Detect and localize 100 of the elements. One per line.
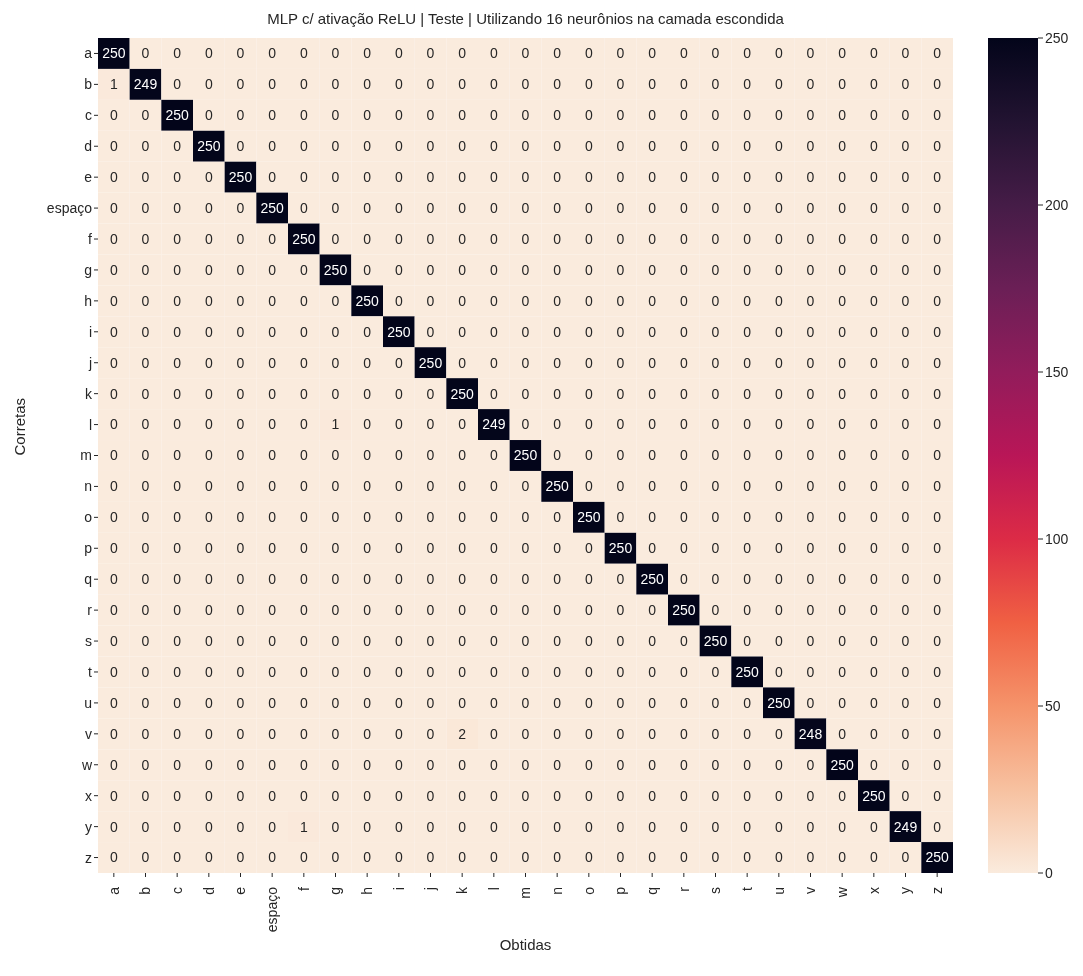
data-label: 0 [141,138,150,155]
data-label: 0 [299,45,308,62]
data-label: 0 [616,230,625,247]
y-tick-label: x [85,787,92,804]
data-label: 0 [743,447,752,464]
data-label: 0 [743,478,752,495]
data-label: 0 [521,571,530,588]
data-label: 0 [331,787,340,804]
data-label: 0 [648,230,657,247]
data-label: 250 [418,354,443,371]
data-label: 0 [458,107,467,124]
data-label: 0 [109,725,118,742]
data-label: 2 [458,725,467,742]
data-label: 0 [363,632,372,649]
data-label: 0 [838,323,847,340]
data-label: 0 [711,756,720,773]
data-label: 0 [268,107,277,124]
data-label: 0 [743,107,752,124]
data-label: 0 [584,756,593,773]
data-label: 0 [394,107,403,124]
data-label: 0 [774,199,783,216]
data-label: 0 [933,478,942,495]
data-label: 0 [331,725,340,742]
data-label: 0 [458,818,467,835]
data-label: 0 [173,199,182,216]
data-label: 248 [798,725,823,742]
data-label: 0 [299,107,308,124]
data-label: 0 [458,602,467,619]
data-label: 0 [268,292,277,309]
data-label: 0 [521,76,530,93]
data-label: 0 [204,509,213,526]
data-label: 0 [553,818,562,835]
data-label: 0 [489,756,498,773]
data-label: 0 [489,540,498,557]
color-bar-label: 250 [1045,29,1069,46]
data-label: 0 [489,663,498,680]
data-label: 0 [458,45,467,62]
data-label: 0 [901,292,910,309]
data-label: 0 [236,416,245,433]
data-label: 0 [394,447,403,464]
data-label: 0 [426,199,435,216]
data-label: 0 [648,261,657,278]
data-label: 0 [204,694,213,711]
data-label: 0 [331,138,340,155]
data-label: 0 [521,292,530,309]
data-label: 0 [204,571,213,588]
data-label: 0 [743,199,752,216]
data-label: 0 [426,602,435,619]
data-label: 0 [489,509,498,526]
data-label: 0 [933,76,942,93]
data-label: 0 [521,45,530,62]
data-label: 0 [363,323,372,340]
data-label: 0 [933,138,942,155]
data-label: 0 [331,199,340,216]
data-label: 0 [616,138,625,155]
data-label: 0 [553,230,562,247]
data-label: 249 [482,416,506,433]
data-label: 0 [426,725,435,742]
data-label: 0 [426,107,435,124]
data-label: 0 [806,663,815,680]
data-label: 0 [458,199,467,216]
data-label: 0 [268,725,277,742]
data-label: 0 [458,632,467,649]
data-label: 0 [363,571,372,588]
data-label: 0 [774,323,783,340]
data-label: 0 [426,447,435,464]
data-label: 0 [141,447,150,464]
data-label: 0 [204,292,213,309]
data-label: 0 [711,230,720,247]
data-label: 0 [838,292,847,309]
data-label: 250 [355,292,380,309]
x-tick-label: n [549,887,566,895]
data-label: 0 [774,509,783,526]
data-label: 0 [679,787,688,804]
data-label: 0 [521,694,530,711]
data-label: 0 [679,725,688,742]
data-label: 0 [489,107,498,124]
data-label: 0 [521,725,530,742]
data-label: 0 [521,385,530,402]
data-label: 0 [584,447,593,464]
data-label: 0 [553,571,562,588]
data-label: 0 [869,849,878,866]
data-label: 0 [711,509,720,526]
data-label: 0 [553,602,562,619]
data-label: 0 [679,447,688,464]
data-label: 0 [616,756,625,773]
data-label: 0 [489,447,498,464]
x-tick-label: espaço [264,886,281,933]
data-label: 0 [648,849,657,866]
data-label: 0 [173,261,182,278]
data-label: 0 [838,540,847,557]
data-label: 0 [869,725,878,742]
data-label: 0 [141,818,150,835]
data-label: 0 [774,292,783,309]
data-label: 0 [806,76,815,93]
data-label: 0 [363,169,372,186]
data-label: 0 [394,138,403,155]
data-label: 0 [774,725,783,742]
data-label: 0 [141,632,150,649]
data-label: 0 [331,478,340,495]
